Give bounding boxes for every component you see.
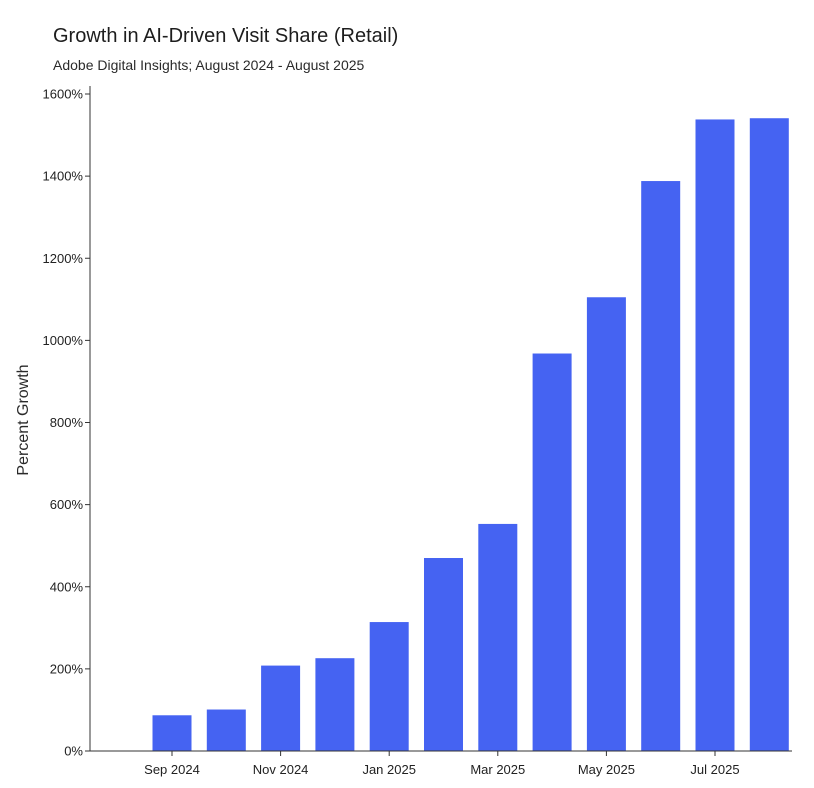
bar-mar-2025 — [478, 523, 518, 751]
bar-oct-2024 — [206, 709, 246, 751]
x-tick-label: Jul 2025 — [690, 762, 739, 777]
y-tick-label: 1400% — [43, 169, 84, 184]
y-tick-label: 1200% — [43, 251, 84, 266]
y-tick-label: 200% — [50, 661, 84, 676]
x-tick-label: Nov 2024 — [253, 762, 309, 777]
bar-nov-2024 — [261, 665, 301, 751]
y-tick-label: 0% — [64, 744, 83, 759]
chart-subtitle: Adobe Digital Insights; August 2024 - Au… — [53, 57, 365, 73]
bar-apr-2025 — [532, 353, 572, 751]
bar-jul-2025 — [695, 119, 735, 752]
bar-dec-2024 — [315, 658, 355, 751]
bar-may-2025 — [586, 297, 626, 751]
y-tick-label: 1000% — [43, 333, 84, 348]
x-tick-label: Sep 2024 — [144, 762, 200, 777]
y-tick-label: 600% — [50, 497, 84, 512]
bar-sep-2024 — [152, 715, 192, 751]
y-tick-label: 800% — [50, 415, 84, 430]
x-tick-label: May 2025 — [578, 762, 635, 777]
y-tick-label: 400% — [50, 579, 84, 594]
bar-feb-2025 — [424, 558, 463, 751]
x-tick-label: Jan 2025 — [362, 762, 416, 777]
bar-jun-2025 — [641, 181, 681, 752]
bar-aug-2025 — [749, 118, 789, 752]
bar-jan-2025 — [369, 622, 409, 751]
chart-title: Growth in AI-Driven Visit Share (Retail) — [53, 25, 399, 47]
x-tick-label: Mar 2025 — [470, 762, 525, 777]
y-tick-label: 1600% — [43, 87, 84, 102]
